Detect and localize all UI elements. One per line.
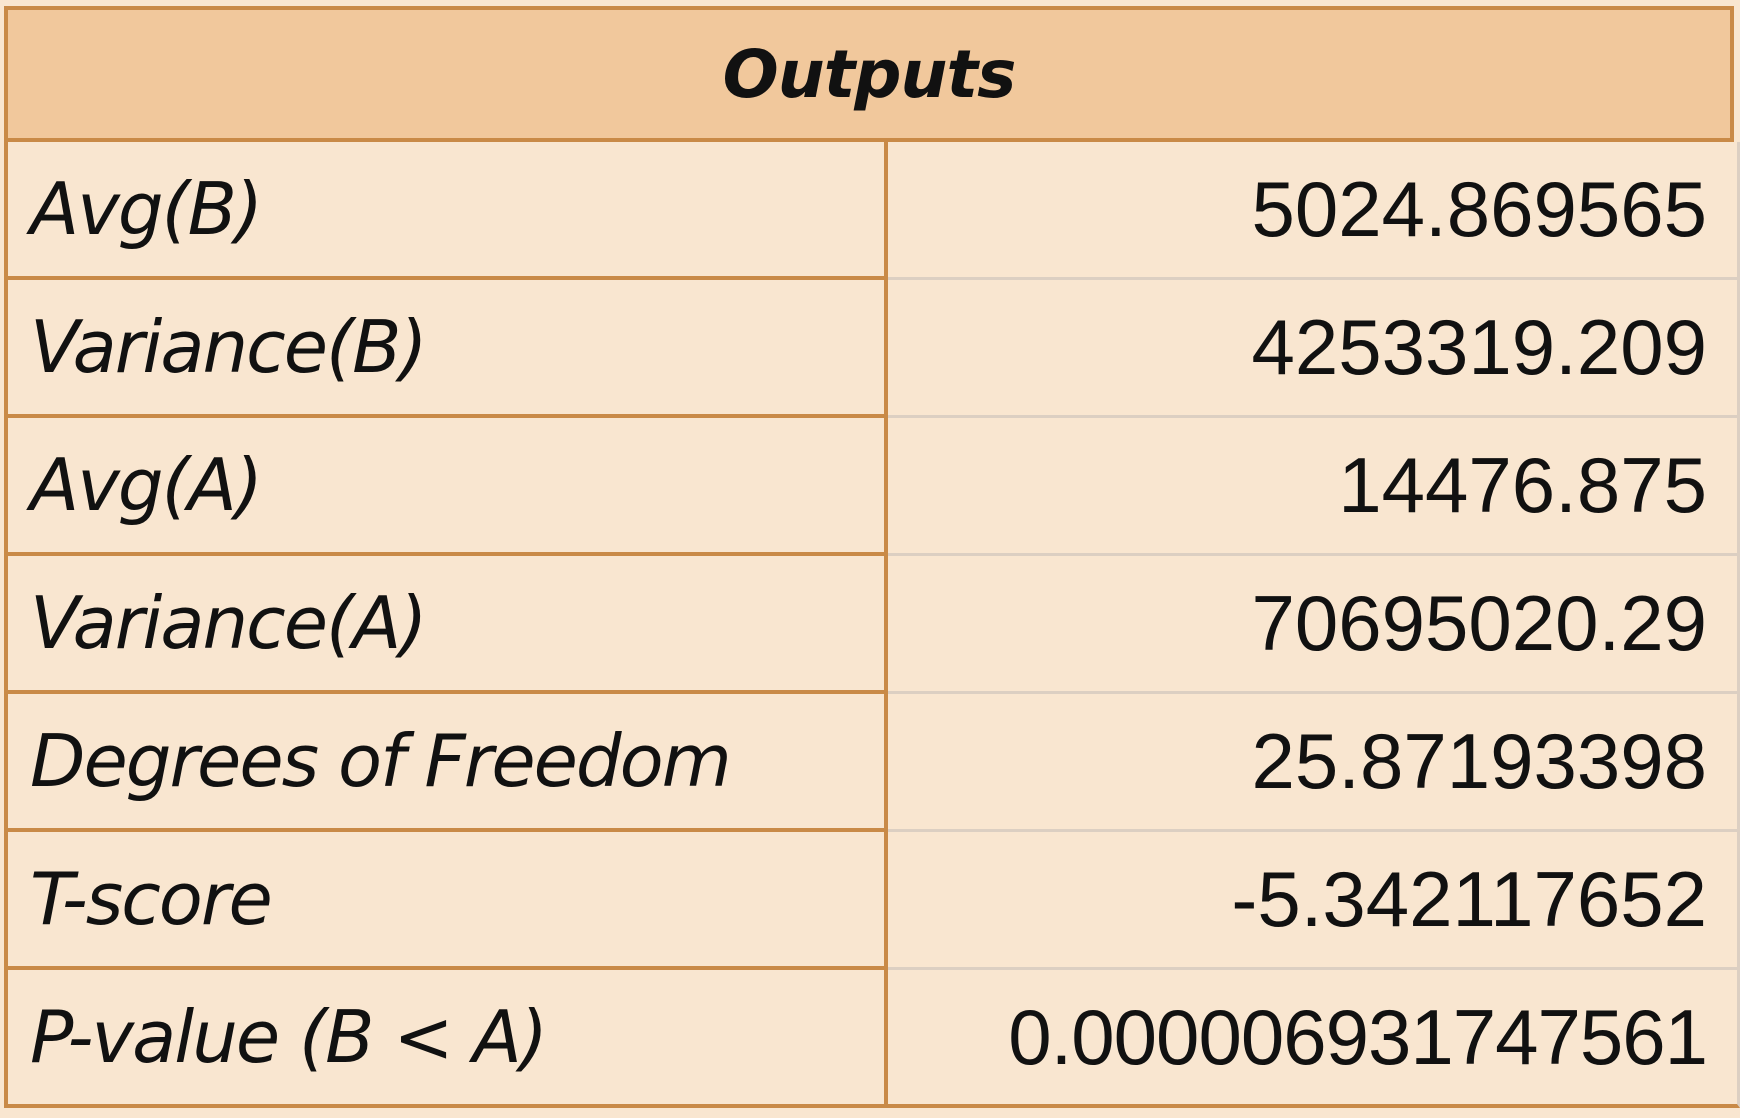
label-cell[interactable]: P-value (B < A) — [4, 970, 888, 1108]
row-value: 5024.869565 — [1251, 165, 1707, 253]
table-row-degrees-of-freedom: Degrees of Freedom 25.87193398 — [4, 694, 1740, 832]
value-cell[interactable]: 4253319.209 — [888, 280, 1740, 418]
row-value: 14476.875 — [1338, 441, 1707, 529]
table-row-avg-a: Avg(A) 14476.875 — [4, 418, 1740, 556]
row-label: Degrees of Freedom — [30, 719, 732, 803]
label-cell[interactable]: Avg(B) — [4, 142, 888, 280]
label-cell[interactable]: Degrees of Freedom — [4, 694, 888, 832]
table-row-t-score: T-score -5.342117652 — [4, 832, 1740, 970]
row-label: P-value (B < A) — [30, 995, 548, 1079]
outputs-rows: Avg(B) 5024.869565 Variance(B) 4253319.2… — [4, 142, 1740, 1108]
row-label: Avg(B) — [30, 167, 263, 251]
table-row-p-value: P-value (B < A) 0.000006931747561 — [4, 970, 1740, 1108]
value-cell[interactable]: -5.342117652 — [888, 832, 1740, 970]
row-value: -5.342117652 — [1231, 855, 1707, 943]
row-label: Avg(A) — [30, 443, 263, 527]
row-label: T-score — [30, 857, 273, 941]
table-row-variance-a: Variance(A) 70695020.29 — [4, 556, 1740, 694]
table-row-avg-b: Avg(B) 5024.869565 — [4, 142, 1740, 280]
value-cell[interactable]: 25.87193398 — [888, 694, 1740, 832]
label-cell[interactable]: T-score — [4, 832, 888, 970]
row-value: 70695020.29 — [1251, 579, 1707, 667]
row-label: Variance(A) — [30, 581, 427, 665]
row-value: 4253319.209 — [1251, 303, 1707, 391]
label-cell[interactable]: Variance(A) — [4, 556, 888, 694]
value-cell[interactable]: 5024.869565 — [888, 142, 1740, 280]
row-label: Variance(B) — [30, 305, 428, 389]
value-cell[interactable]: 70695020.29 — [888, 556, 1740, 694]
row-value: 0.000006931747561 — [1008, 992, 1708, 1081]
value-cell[interactable]: 0.000006931747561 — [888, 970, 1740, 1108]
outputs-header-cell[interactable]: Outputs — [4, 6, 1734, 142]
row-value: 25.87193398 — [1251, 717, 1707, 805]
value-cell[interactable]: 14476.875 — [888, 418, 1740, 556]
label-cell[interactable]: Avg(A) — [4, 418, 888, 556]
outputs-title: Outputs — [722, 35, 1017, 113]
table-row-variance-b: Variance(B) 4253319.209 — [4, 280, 1740, 418]
label-cell[interactable]: Variance(B) — [4, 280, 888, 418]
